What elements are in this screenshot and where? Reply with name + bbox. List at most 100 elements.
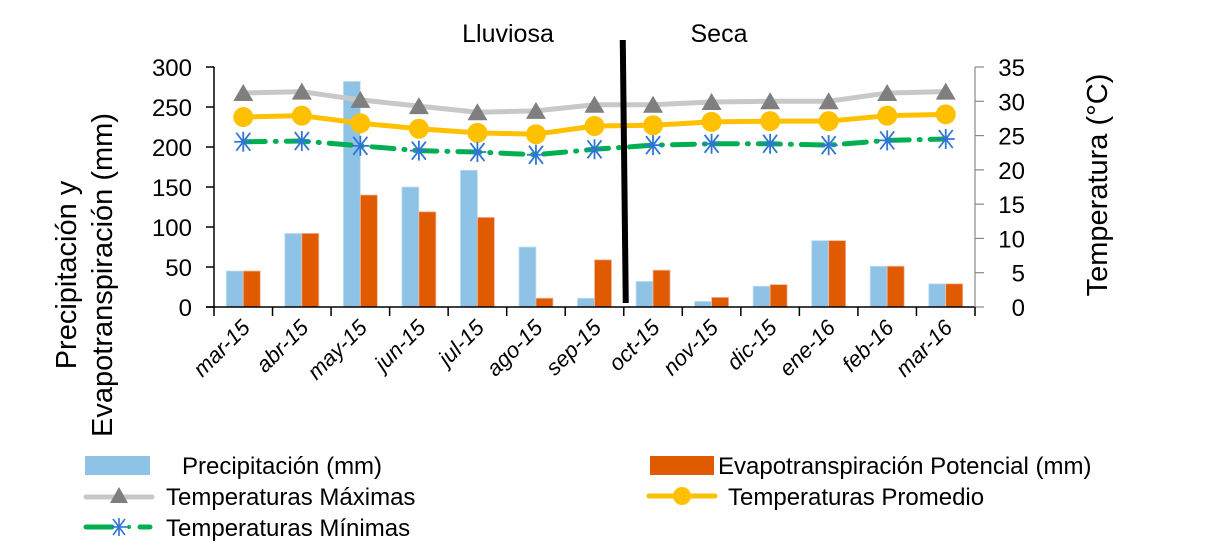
bar-precipitacion <box>518 246 537 308</box>
point-promedio <box>701 111 722 132</box>
legend: Precipitación (mm) Evapotranspiración Po… <box>83 453 1092 542</box>
point-minimas <box>526 144 545 165</box>
legend-marker-asterisk-icon <box>111 518 127 536</box>
bar-precipitacion <box>225 270 244 308</box>
x-tick-label: dic-15 <box>722 314 783 375</box>
point-minimas <box>468 142 487 163</box>
y-axis-title-line2: Evapotranspiración (mm) <box>87 113 119 437</box>
point-maximas <box>233 84 254 102</box>
point-maximas <box>877 84 898 102</box>
bar-evapotranspiracion <box>301 232 320 308</box>
point-maximas <box>701 92 722 110</box>
point-minimas <box>351 135 370 156</box>
bar-evapotranspiracion <box>242 270 261 308</box>
y-tick-label: 250 <box>152 95 192 122</box>
x-tick-label: ago-15 <box>481 314 548 381</box>
bar-evapotranspiracion <box>769 284 788 308</box>
x-tick-label: jun-15 <box>367 314 431 378</box>
bar-precipitacion <box>577 297 595 308</box>
bar-precipitacion <box>694 300 712 308</box>
bar-evapotranspiracion <box>418 211 437 308</box>
y2-tick-label: 20 <box>998 158 1025 185</box>
y-axis-title-line1: Precipitación y <box>51 180 83 369</box>
point-minimas <box>234 131 253 152</box>
y-tick-label: 150 <box>152 175 192 202</box>
bar-evapotranspiracion <box>594 259 612 308</box>
legend-swatch-precipitacion <box>85 456 150 475</box>
x-tick-label: mar-16 <box>891 314 958 381</box>
point-maximas <box>525 101 546 119</box>
point-minimas <box>878 130 897 151</box>
point-minimas <box>585 139 604 160</box>
legend-line-minimas-dot <box>127 525 131 529</box>
bar-precipitacion <box>928 283 947 308</box>
legend-label-evapotranspiracion: Evapotranspiración Potencial (mm) <box>718 453 1092 480</box>
bar-evapotranspiracion <box>886 265 905 308</box>
bar-evapotranspiracion <box>652 269 671 308</box>
y-tick-label: 50 <box>165 255 192 282</box>
x-tick-label: nov-15 <box>658 314 724 380</box>
point-promedio <box>350 113 371 134</box>
point-promedio <box>408 118 429 139</box>
point-maximas <box>818 92 839 110</box>
bar-precipitacion <box>869 265 888 308</box>
point-promedio <box>467 122 488 143</box>
lines-layer <box>233 82 956 165</box>
point-minimas <box>936 129 955 149</box>
x-tick-label: mar-15 <box>188 314 255 381</box>
y2-tick-label: 25 <box>998 124 1025 151</box>
x-tick-label: oct-15 <box>604 314 665 375</box>
season-label-lluviosa: Lluviosa <box>462 20 554 48</box>
point-promedio <box>877 105 898 126</box>
y2-tick-label: 10 <box>998 226 1025 253</box>
point-maximas <box>935 82 956 100</box>
bar-evapotranspiracion <box>945 283 964 308</box>
bar-precipitacion <box>635 280 654 308</box>
bar-precipitacion <box>752 285 771 308</box>
point-minimas <box>702 133 721 154</box>
legend-marker-triangle-icon <box>110 487 128 503</box>
season-divider <box>619 40 629 303</box>
point-maximas <box>350 90 371 108</box>
legend-label-promedio: Temperaturas Promedio <box>728 484 984 511</box>
point-promedio <box>760 111 781 132</box>
bars-layer <box>225 81 964 308</box>
legend-marker-circle-icon <box>673 487 691 505</box>
point-maximas <box>467 103 488 121</box>
x-tick-label: sep-15 <box>541 314 607 380</box>
y2-tick-label: 30 <box>998 89 1025 116</box>
x-tick-label: ene-16 <box>774 314 841 381</box>
bar-evapotranspiracion <box>535 297 554 308</box>
point-maximas <box>760 92 781 110</box>
season-label-seca: Seca <box>691 20 748 48</box>
y2-tick-label: 5 <box>1012 261 1025 288</box>
point-promedio <box>525 124 546 145</box>
y-tick-label: 300 <box>152 55 192 82</box>
point-promedio <box>818 111 839 132</box>
bar-evapotranspiracion <box>477 216 495 308</box>
bar-precipitacion <box>460 169 478 308</box>
legend-label-minimas: Temperaturas Mínimas <box>166 515 410 542</box>
bar-precipitacion <box>401 186 420 308</box>
legend-swatch-evapotranspiracion <box>650 456 714 475</box>
point-minimas <box>644 135 663 156</box>
point-maximas <box>643 95 664 113</box>
y2-tick-label: 15 <box>998 192 1025 219</box>
point-minimas <box>292 131 311 152</box>
point-maximas <box>291 82 312 100</box>
point-promedio <box>643 115 664 136</box>
point-promedio <box>935 104 956 125</box>
x-tick-label: feb-16 <box>837 314 899 376</box>
y-tick-label: 100 <box>152 215 192 242</box>
point-promedio <box>584 115 605 136</box>
point-minimas <box>409 140 428 161</box>
bar-precipitacion <box>284 232 303 308</box>
point-maximas <box>584 95 605 113</box>
point-promedio <box>233 107 254 128</box>
point-promedio <box>291 105 312 126</box>
point-minimas <box>819 135 838 156</box>
y-tick-label: 200 <box>152 135 192 162</box>
bar-evapotranspiracion <box>828 240 847 308</box>
y2-tick-label: 35 <box>998 55 1025 82</box>
x-tick-label: may-15 <box>302 314 372 384</box>
